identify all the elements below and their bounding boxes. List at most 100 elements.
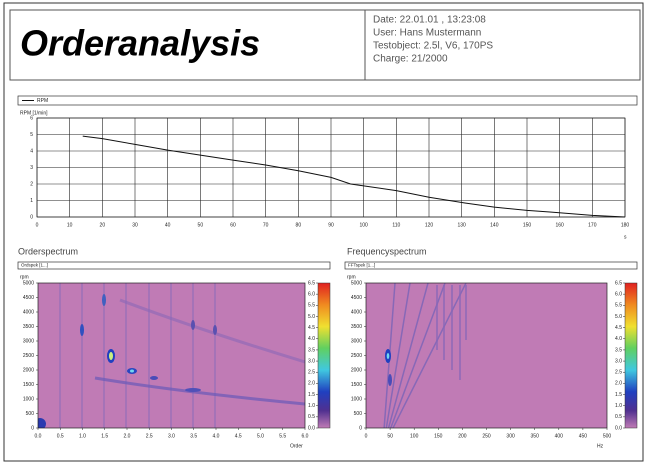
y-tick-label: 3000 [23, 338, 34, 344]
x-tick-label: 2.5 [146, 433, 153, 439]
y-tick-label: 2500 [23, 353, 34, 359]
colorbar-label: 6.0 [615, 291, 622, 297]
y-tick-label: 2000 [351, 367, 362, 373]
y-tick-label: 5 [30, 132, 33, 138]
y-tick-label: 0 [31, 425, 34, 431]
x-axis-label: Order [290, 443, 303, 449]
colorbar-label: 4.5 [308, 325, 315, 331]
x-tick-label: 0.5 [57, 433, 64, 439]
colorbar-label: 2.0 [308, 381, 315, 387]
colorbar-label: 2.5 [615, 370, 622, 376]
colorbar [317, 282, 331, 429]
colorbar-label: 3.5 [615, 347, 622, 353]
x-tick-label: 50 [198, 222, 204, 228]
y-tick-label: 1 [30, 198, 33, 204]
y-tick-label: 5000 [23, 280, 34, 286]
x-tick-label: 0 [36, 222, 39, 228]
colorbar-label: 3.0 [308, 358, 315, 364]
x-tick-label: 110 [392, 222, 400, 228]
info-line: User: Hans Mustermann [373, 28, 481, 39]
y-tick-label: 3 [30, 165, 33, 171]
heatmap-image [366, 283, 607, 428]
y-tick-label: 2 [30, 181, 33, 187]
y-tick-label: 3500 [351, 324, 362, 330]
x-tick-label: 20 [100, 222, 106, 228]
colorbar-label: 3.5 [308, 347, 315, 353]
colorbar-label: 6.5 [615, 280, 622, 286]
y-tick-label: 5000 [351, 280, 362, 286]
x-tick-label: 500 [603, 433, 612, 439]
x-tick-label: 6.0 [302, 433, 309, 439]
y-tick-label: 3000 [351, 338, 362, 344]
info-line: Testobject: 2.5l, V6, 170PS [373, 41, 493, 52]
y-tick-label: 6 [30, 115, 33, 121]
colorbar-label: 6.0 [308, 291, 315, 297]
x-tick-label: 170 [588, 222, 597, 228]
y-tick-label: 2500 [351, 353, 362, 359]
colorbar-label: 5.0 [308, 314, 315, 320]
y-tick-label: 0 [359, 425, 362, 431]
colorbar-label: 5.5 [308, 303, 315, 309]
y-tick-label: 4000 [351, 309, 362, 315]
y-tick-label: 500 [26, 411, 35, 417]
x-tick-label: 200 [458, 433, 467, 439]
y-tick-label: 4500 [351, 295, 362, 301]
x-tick-label: 0 [365, 433, 368, 439]
colorbar-label: 4.0 [308, 336, 315, 342]
channel-box [344, 261, 638, 270]
x-tick-label: 40 [165, 222, 171, 228]
colorbar-label: 4.5 [615, 325, 622, 331]
x-tick-label: 1.5 [101, 433, 108, 439]
x-axis-label: Hz [597, 443, 604, 449]
x-tick-label: 450 [579, 433, 588, 439]
colorbar [624, 282, 638, 429]
y-tick-label: 500 [354, 411, 363, 417]
colorbar-label: 1.5 [308, 392, 315, 398]
x-tick-label: 350 [531, 433, 540, 439]
info-line: Charge: 21/2000 [373, 54, 448, 65]
x-tick-label: 180 [621, 222, 630, 228]
x-tick-label: 4.5 [235, 433, 242, 439]
x-tick-label: 60 [230, 222, 236, 228]
x-tick-label: 3.5 [190, 433, 197, 439]
info-line: Date: 22.01.01 , 13:23:08 [373, 15, 486, 26]
line-series [82, 135, 626, 218]
x-tick-label: 160 [555, 222, 564, 228]
x-tick-label: 100 [410, 433, 419, 439]
page-border [3, 2, 644, 462]
colorbar-label: 3.0 [615, 358, 622, 364]
x-axis-label: s [624, 234, 627, 240]
y-tick-label: 1000 [351, 396, 362, 402]
colorbar-label: 1.0 [615, 403, 622, 409]
x-tick-label: 120 [425, 222, 434, 228]
colorbar-label: 0.5 [615, 414, 622, 420]
legend-box [17, 95, 638, 106]
x-tick-label: 150 [434, 433, 443, 439]
panel-title: Orderspectrum [18, 246, 78, 256]
x-tick-label: 250 [482, 433, 491, 439]
x-tick-label: 30 [132, 222, 138, 228]
colorbar-label: 4.0 [615, 336, 622, 342]
x-tick-label: 400 [555, 433, 564, 439]
x-tick-label: 80 [296, 222, 302, 228]
panel-title: Frequencyspectrum [347, 246, 427, 256]
heatmap-image [38, 283, 305, 428]
x-tick-label: 5.5 [279, 433, 286, 439]
x-tick-label: 5.0 [257, 433, 264, 439]
x-tick-label: 90 [328, 222, 334, 228]
y-tick-label: 4000 [23, 309, 34, 315]
report-title: Orderanalysis [20, 23, 260, 64]
colorbar-label: 1.5 [615, 392, 622, 398]
x-tick-label: 130 [457, 222, 466, 228]
y-tick-label: 1500 [23, 382, 34, 388]
y-tick-label: 4 [30, 148, 33, 154]
info-box [364, 9, 641, 81]
x-tick-label: 4.0 [213, 433, 220, 439]
y-tick-label: 0 [30, 214, 33, 220]
y-tick-label: 4500 [23, 295, 34, 301]
y-tick-label: 1500 [351, 382, 362, 388]
plot-frame [37, 282, 306, 429]
y-tick-label: 1000 [23, 396, 34, 402]
x-tick-label: 0.0 [35, 433, 42, 439]
channel-box [17, 261, 331, 270]
